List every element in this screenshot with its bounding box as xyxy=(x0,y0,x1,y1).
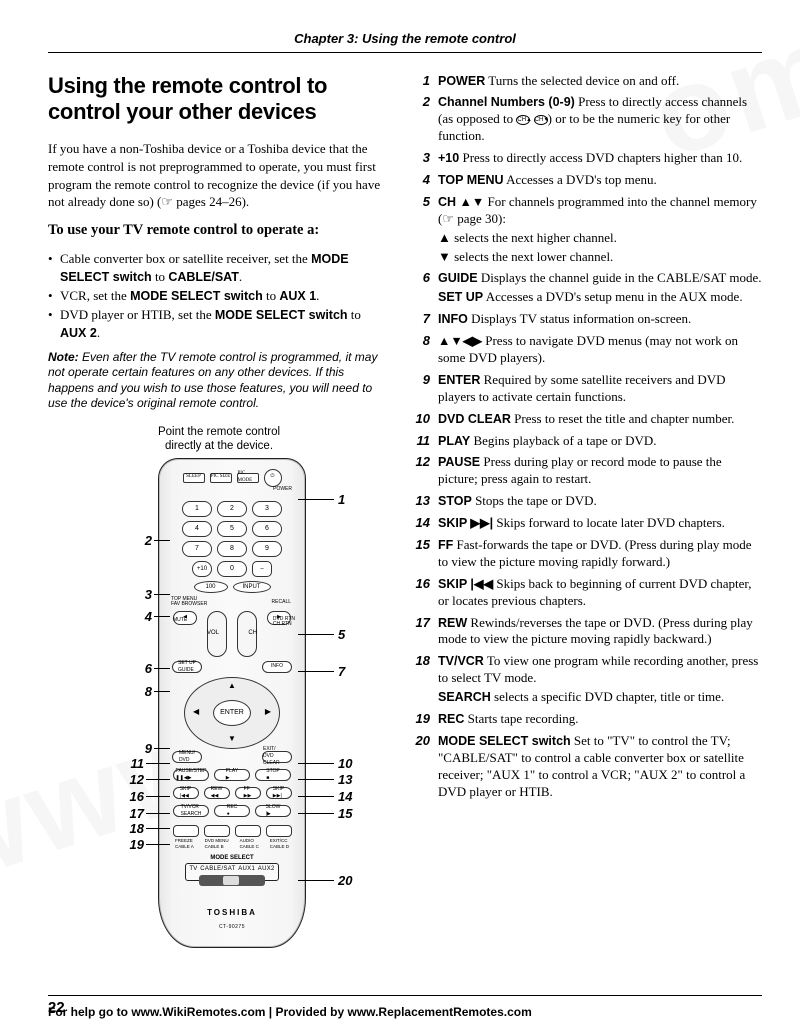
enter-button: ENTER xyxy=(213,700,251,726)
bullet-list: Cable converter box or satellite receive… xyxy=(48,250,390,341)
diagram-caption: Point the remote control directly at the… xyxy=(48,426,390,454)
picmode-button: PIC MODE xyxy=(237,473,259,483)
picsize-button: PIC SIZE xyxy=(210,473,232,483)
func-item: 16SKIP |◀◀ Skips back to beginning of cu… xyxy=(414,576,762,610)
callout-18: 18 xyxy=(124,820,144,838)
callout-1: 1 xyxy=(338,491,345,509)
callout-5: 5 xyxy=(338,626,345,644)
func-item: 15FF Fast-forwards the tape or DVD. (Pre… xyxy=(414,537,762,571)
note: Note: Even after the TV remote control i… xyxy=(48,350,390,412)
func-item: 6GUIDE Displays the channel guide in the… xyxy=(414,270,762,306)
note-label: Note: xyxy=(48,350,79,364)
top-rule xyxy=(48,52,762,53)
callout-7: 7 xyxy=(338,663,345,681)
page-title: Using the remote control to control your… xyxy=(48,73,390,125)
func-item: 13STOP Stops the tape or DVD. xyxy=(414,493,762,510)
dpad: ▲ ▼ ◀ ▶ ENTER xyxy=(184,677,280,749)
func-item: 8▲▼◀▶ Press to navigate DVD menus (may n… xyxy=(414,333,762,367)
callout-12: 12 xyxy=(124,771,144,789)
callout-14: 14 xyxy=(338,788,352,806)
func-item: 9ENTER Required by some satellite receiv… xyxy=(414,372,762,406)
bullet-item: VCR, set the MODE SELECT switch to AUX 1… xyxy=(48,287,390,305)
callout-13: 13 xyxy=(338,771,352,789)
func-item: 17REW Rewinds/reverses the tape or DVD. … xyxy=(414,615,762,649)
model-label: CT-90275 xyxy=(159,924,305,931)
callout-20: 20 xyxy=(338,872,352,890)
callout-11: 11 xyxy=(124,755,144,773)
function-list: 1POWER Turns the selected device on and … xyxy=(414,73,762,801)
intro-paragraph: If you have a non-Toshiba device or a To… xyxy=(48,140,390,210)
page-footer: 22 For help go to www.WikiRemotes.com | … xyxy=(48,995,762,1018)
func-item: 19REC Starts tape recording. xyxy=(414,711,762,728)
sleep-button: SLEEP xyxy=(183,473,205,483)
remote-diagram: SLEEP PIC SIZE PIC MODE ⏻ POWER 123 456 … xyxy=(48,458,390,968)
func-item: 20MODE SELECT switch Set to "TV" to cont… xyxy=(414,733,762,801)
func-item: 14SKIP ▶▶| Skips forward to locate later… xyxy=(414,515,762,532)
footer-text: For help go to www.WikiRemotes.com | Pro… xyxy=(48,1004,532,1020)
func-item: 5CH ▲▼ For channels programmed into the … xyxy=(414,194,762,266)
brand-label: TOSHIBA xyxy=(159,908,305,919)
func-item: 2Channel Numbers (0-9) Press to directly… xyxy=(414,94,762,145)
func-item: 3+10 Press to directly access DVD chapte… xyxy=(414,150,762,167)
bullet-item: Cable converter box or satellite receive… xyxy=(48,250,390,286)
mode-slider xyxy=(199,875,265,886)
callout-6: 6 xyxy=(132,660,152,678)
bullet-item: DVD player or HTIB, set the MODE SELECT … xyxy=(48,306,390,342)
callout-19: 19 xyxy=(124,836,144,854)
callout-2: 2 xyxy=(132,532,152,550)
callout-15: 15 xyxy=(338,805,352,823)
func-item: 11PLAY Begins playback of a tape or DVD. xyxy=(414,433,762,450)
callout-16: 16 xyxy=(124,788,144,806)
func-item: 12PAUSE Press during play or record mode… xyxy=(414,454,762,488)
func-item: 4TOP MENU Accesses a DVD's top menu. xyxy=(414,172,762,189)
func-item: 10DVD CLEAR Press to reset the title and… xyxy=(414,411,762,428)
chapter-header: Chapter 3: Using the remote control xyxy=(48,30,762,48)
callout-10: 10 xyxy=(338,755,352,773)
func-item: 18TV/VCR To view one program while recor… xyxy=(414,653,762,706)
callout-3: 3 xyxy=(132,586,152,604)
callout-4: 4 xyxy=(132,608,152,626)
remote-body: SLEEP PIC SIZE PIC MODE ⏻ POWER 123 456 … xyxy=(158,458,306,948)
callout-8: 8 xyxy=(132,683,152,701)
subhead: To use your TV remote control to operate… xyxy=(48,221,390,241)
power-button: ⏻ xyxy=(264,469,282,487)
func-item: 1POWER Turns the selected device on and … xyxy=(414,73,762,90)
note-body: Even after the TV remote control is prog… xyxy=(48,350,377,411)
func-item: 7INFO Displays TV status information on-… xyxy=(414,311,762,328)
